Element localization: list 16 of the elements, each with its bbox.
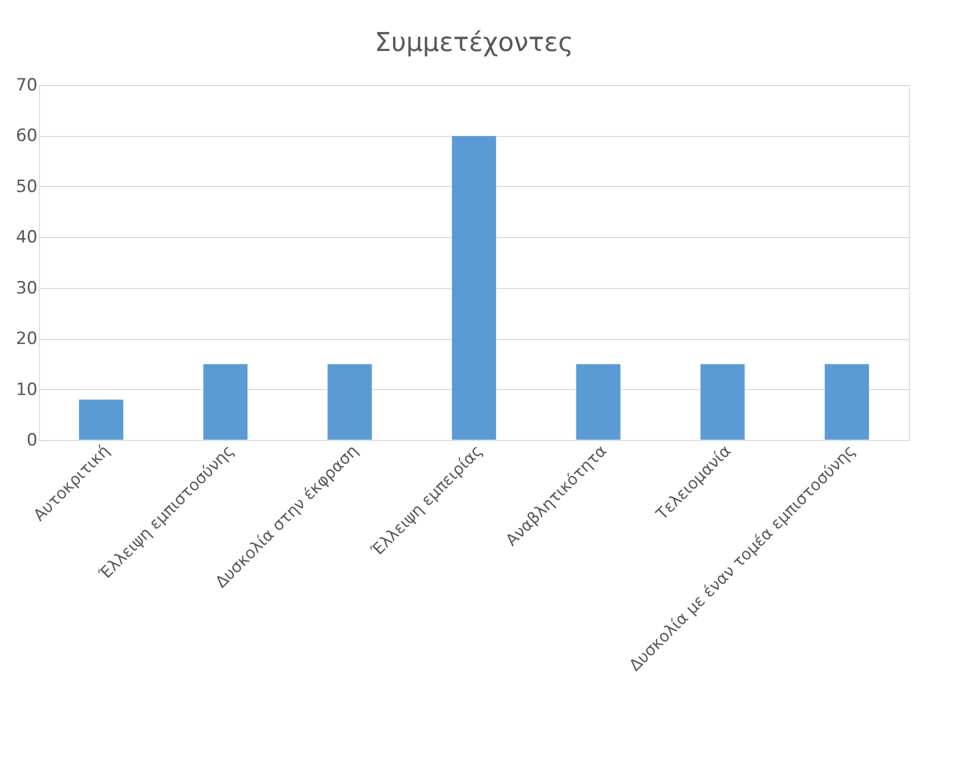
y-tick-label: 70 (16, 76, 38, 96)
y-tick-label: 0 (26, 430, 38, 450)
bar (576, 364, 621, 440)
bar (202, 364, 248, 440)
y-tick-label: 50 (16, 176, 38, 197)
y-tick-label: 10 (16, 380, 38, 400)
bar (700, 364, 746, 440)
bar (78, 399, 124, 440)
y-tick-label: 60 (16, 126, 38, 146)
chart-title: Συμμετέχοντες (374, 28, 574, 58)
y-tick-label: 20 (16, 329, 38, 350)
bar (451, 135, 497, 440)
bar (824, 364, 870, 440)
y-tick-label: 40 (16, 228, 38, 248)
bar (327, 364, 372, 440)
y-tick-label: 30 (16, 278, 38, 298)
